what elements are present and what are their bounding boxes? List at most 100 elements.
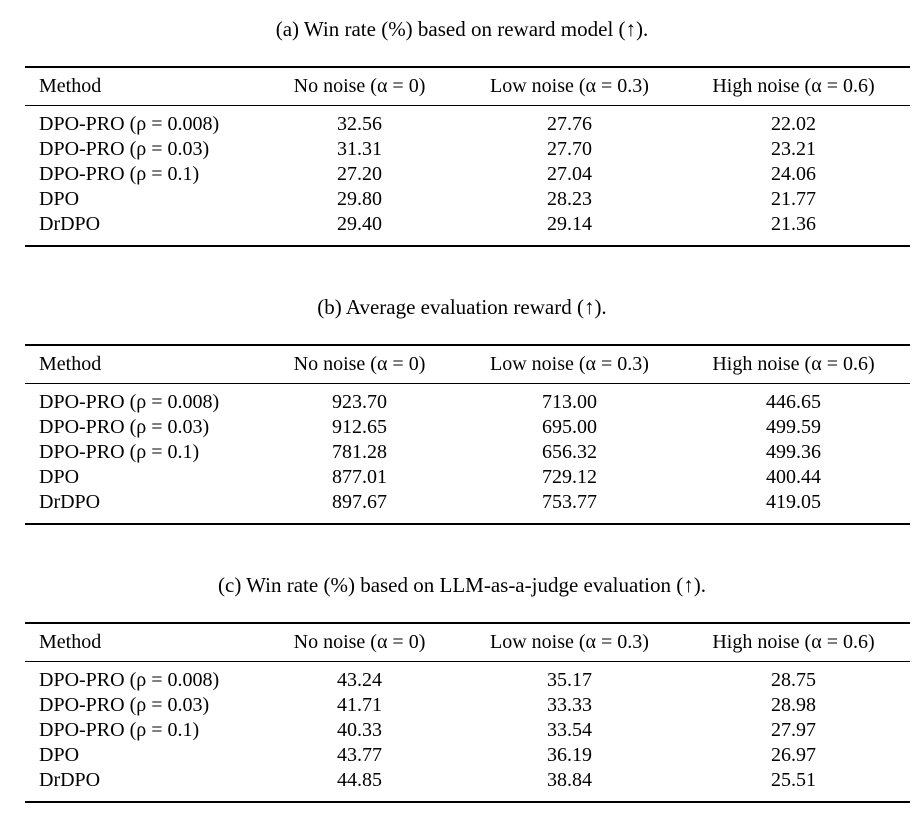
value-cell: 31.31 bbox=[337, 138, 382, 160]
table-row: DPO-PRO (ρ = 0.03) 912.65 695.00 499.59 bbox=[25, 415, 910, 440]
value-cell: 912.65 bbox=[332, 416, 387, 438]
value-cell: 21.36 bbox=[771, 213, 816, 235]
table-section-c: (c) Win rate (%) based on LLM-as-a-judge… bbox=[0, 572, 924, 803]
table-row: DPO-PRO (ρ = 0.03) 31.31 27.70 23.21 bbox=[25, 137, 910, 162]
value-cell: 44.85 bbox=[337, 769, 382, 791]
table-c-win-rate-llm-judge: Method No noise (α = 0) Low noise (α = 0… bbox=[25, 622, 910, 803]
method-cell: DPO-PRO (ρ = 0.1) bbox=[39, 163, 200, 185]
table-section-b: (b) Average evaluation reward (↑). Metho… bbox=[0, 294, 924, 525]
value-cell: 29.80 bbox=[337, 188, 382, 210]
value-cell: 43.77 bbox=[337, 744, 382, 766]
value-cell: 38.84 bbox=[547, 769, 592, 791]
column-header-high-noise: High noise (α = 0.6) bbox=[677, 345, 910, 384]
method-cell: DPO-PRO (ρ = 0.008) bbox=[39, 669, 220, 691]
value-cell: 23.21 bbox=[771, 138, 816, 160]
table-row: DPO 43.77 36.19 26.97 bbox=[25, 743, 910, 768]
value-cell: 33.33 bbox=[547, 694, 592, 716]
table-b-average-evaluation-reward: Method No noise (α = 0) Low noise (α = 0… bbox=[25, 344, 910, 525]
value-cell: 29.40 bbox=[337, 213, 382, 235]
method-cell: DPO bbox=[39, 188, 80, 210]
value-cell: 28.23 bbox=[547, 188, 592, 210]
value-cell: 41.71 bbox=[337, 694, 382, 716]
value-cell: 28.98 bbox=[771, 694, 816, 716]
value-cell: 877.01 bbox=[332, 466, 387, 488]
value-cell: 499.36 bbox=[766, 441, 821, 463]
header-row: Method No noise (α = 0) Low noise (α = 0… bbox=[25, 67, 910, 106]
table-row: DPO 29.80 28.23 21.77 bbox=[25, 187, 910, 212]
table-a-win-rate-reward-model: Method No noise (α = 0) Low noise (α = 0… bbox=[25, 66, 910, 247]
value-cell: 36.19 bbox=[547, 744, 592, 766]
value-cell: 753.77 bbox=[542, 491, 597, 513]
column-header-no-noise: No noise (α = 0) bbox=[257, 345, 462, 384]
method-cell: DrDPO bbox=[39, 213, 101, 235]
method-cell: DPO-PRO (ρ = 0.008) bbox=[39, 113, 220, 135]
value-cell: 729.12 bbox=[542, 466, 597, 488]
value-cell: 27.20 bbox=[337, 163, 382, 185]
method-cell: DPO bbox=[39, 466, 80, 488]
value-cell: 33.54 bbox=[547, 719, 592, 741]
column-header-method: Method bbox=[25, 67, 257, 106]
column-header-no-noise: No noise (α = 0) bbox=[257, 67, 462, 106]
method-cell: DPO-PRO (ρ = 0.008) bbox=[39, 391, 220, 413]
table-b-caption: (b) Average evaluation reward (↑). bbox=[317, 295, 607, 319]
method-cell: DPO-PRO (ρ = 0.1) bbox=[39, 719, 200, 741]
method-cell: DPO-PRO (ρ = 0.1) bbox=[39, 441, 200, 463]
table-section-a: (a) Win rate (%) based on reward model (… bbox=[0, 16, 924, 247]
table-row: DPO-PRO (ρ = 0.1) 781.28 656.32 499.36 bbox=[25, 440, 910, 465]
column-header-high-noise: High noise (α = 0.6) bbox=[677, 67, 910, 106]
value-cell: 499.59 bbox=[766, 416, 821, 438]
value-cell: 22.02 bbox=[771, 113, 816, 135]
column-header-no-noise: No noise (α = 0) bbox=[257, 623, 462, 662]
value-cell: 35.17 bbox=[547, 669, 592, 691]
column-header-low-noise: Low noise (α = 0.3) bbox=[462, 67, 677, 106]
value-cell: 26.97 bbox=[771, 744, 816, 766]
value-cell: 21.77 bbox=[771, 188, 816, 210]
table-row: DPO-PRO (ρ = 0.008) 923.70 713.00 446.65 bbox=[25, 384, 910, 416]
value-cell: 446.65 bbox=[766, 391, 821, 413]
value-cell: 27.97 bbox=[771, 719, 816, 741]
value-cell: 923.70 bbox=[332, 391, 387, 413]
column-header-method: Method bbox=[25, 345, 257, 384]
value-cell: 29.14 bbox=[547, 213, 592, 235]
table-row: DrDPO 44.85 38.84 25.51 bbox=[25, 768, 910, 802]
method-cell: DrDPO bbox=[39, 769, 101, 791]
column-header-high-noise: High noise (α = 0.6) bbox=[677, 623, 910, 662]
table-row: DPO 877.01 729.12 400.44 bbox=[25, 465, 910, 490]
value-cell: 25.51 bbox=[771, 769, 816, 791]
method-cell: DPO-PRO (ρ = 0.03) bbox=[39, 416, 210, 438]
value-cell: 43.24 bbox=[337, 669, 382, 691]
value-cell: 40.33 bbox=[337, 719, 382, 741]
method-cell: DPO bbox=[39, 744, 80, 766]
value-cell: 695.00 bbox=[542, 416, 597, 438]
value-cell: 656.32 bbox=[542, 441, 597, 463]
value-cell: 781.28 bbox=[332, 441, 387, 463]
value-cell: 27.70 bbox=[547, 138, 592, 160]
value-cell: 27.04 bbox=[547, 163, 592, 185]
table-row: DPO-PRO (ρ = 0.1) 40.33 33.54 27.97 bbox=[25, 718, 910, 743]
value-cell: 27.76 bbox=[547, 113, 592, 135]
column-header-low-noise: Low noise (α = 0.3) bbox=[462, 345, 677, 384]
value-cell: 419.05 bbox=[766, 491, 821, 513]
table-row: DPO-PRO (ρ = 0.03) 41.71 33.33 28.98 bbox=[25, 693, 910, 718]
method-cell: DPO-PRO (ρ = 0.03) bbox=[39, 138, 210, 160]
method-cell: DrDPO bbox=[39, 491, 101, 513]
header-row: Method No noise (α = 0) Low noise (α = 0… bbox=[25, 345, 910, 384]
table-row: DPO-PRO (ρ = 0.1) 27.20 27.04 24.06 bbox=[25, 162, 910, 187]
value-cell: 28.75 bbox=[771, 669, 816, 691]
value-cell: 713.00 bbox=[542, 391, 597, 413]
column-header-method: Method bbox=[25, 623, 257, 662]
table-a-caption: (a) Win rate (%) based on reward model (… bbox=[275, 17, 649, 41]
table-row: DrDPO 29.40 29.14 21.36 bbox=[25, 212, 910, 246]
table-row: DrDPO 897.67 753.77 419.05 bbox=[25, 490, 910, 524]
column-header-low-noise: Low noise (α = 0.3) bbox=[462, 623, 677, 662]
paper-results-page: (a) Win rate (%) based on reward model (… bbox=[0, 16, 924, 803]
table-row: DPO-PRO (ρ = 0.008) 32.56 27.76 22.02 bbox=[25, 106, 910, 138]
value-cell: 24.06 bbox=[771, 163, 816, 185]
value-cell: 32.56 bbox=[337, 113, 382, 135]
value-cell: 400.44 bbox=[766, 466, 821, 488]
table-row: DPO-PRO (ρ = 0.008) 43.24 35.17 28.75 bbox=[25, 662, 910, 694]
value-cell: 897.67 bbox=[332, 491, 387, 513]
header-row: Method No noise (α = 0) Low noise (α = 0… bbox=[25, 623, 910, 662]
method-cell: DPO-PRO (ρ = 0.03) bbox=[39, 694, 210, 716]
table-c-caption: (c) Win rate (%) based on LLM-as-a-judge… bbox=[218, 573, 706, 597]
